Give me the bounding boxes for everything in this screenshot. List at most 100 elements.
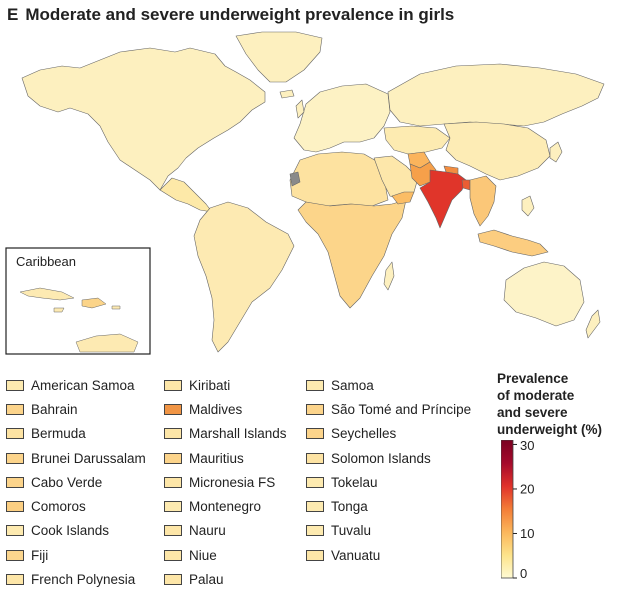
legend-item: Maldives — [164, 397, 287, 421]
legend-swatch — [164, 403, 182, 415]
region-central-america — [159, 177, 213, 213]
legend-label: Fiji — [31, 547, 49, 563]
inset-label: Caribbean — [16, 254, 76, 269]
region-western-sahara — [289, 171, 301, 187]
panel-letter: E — [7, 5, 19, 24]
legend-swatch — [6, 452, 24, 464]
legend-label: Samoa — [331, 377, 374, 393]
colorbar-tick-label: 10 — [520, 526, 534, 541]
legend-swatch — [306, 525, 324, 537]
legend-swatch — [164, 501, 182, 513]
colorbar-title-line: underweight (%) — [497, 422, 602, 437]
legend-label: Maldives — [189, 401, 243, 417]
legend-label: Tonga — [331, 499, 368, 515]
legend-item: Cabo Verde — [6, 470, 146, 494]
legend-item: Comoros — [6, 494, 146, 518]
figure-title: E Moderate and severe underweight prevale… — [7, 5, 454, 25]
legend-item: Seychelles — [306, 422, 471, 446]
legend-item: Cook Islands — [6, 519, 146, 543]
legend-item: Marshall Islands — [164, 422, 287, 446]
inset-puerto-rico — [111, 305, 121, 310]
region-japan — [549, 141, 563, 163]
legend-swatch — [6, 379, 24, 391]
region-indonesia — [477, 229, 549, 257]
legend-label: São Tomé and Príncipe — [331, 401, 472, 417]
legend-label: Bermuda — [31, 426, 86, 442]
legend-label: Comoros — [31, 499, 86, 515]
legend-item: Bermuda — [6, 422, 146, 446]
legend-label: Palau — [189, 572, 224, 588]
legend-label: Tuvalu — [331, 523, 372, 539]
legend-swatch — [6, 403, 24, 415]
island-legend-col-3: Samoa São Tomé and Príncipe Seychelles Solo… — [306, 373, 471, 567]
region-yemen — [391, 191, 415, 205]
legend-item: Nauru — [164, 519, 287, 543]
legend-item: Fiji — [6, 543, 146, 567]
legend-item: Montenegro — [164, 494, 287, 518]
legend-swatch — [306, 428, 324, 440]
region-uk — [295, 99, 305, 119]
legend-swatch — [306, 403, 324, 415]
region-greenland — [235, 31, 323, 83]
legend-item: French Polynesia — [6, 567, 146, 591]
legend-label: Tokelau — [331, 474, 378, 490]
region-central-asia — [383, 125, 451, 155]
region-madagascar — [383, 261, 395, 291]
region-china — [443, 121, 551, 181]
legend-swatch — [306, 452, 324, 464]
inset-south-america-coast — [75, 333, 139, 353]
colorbar-gradient — [501, 440, 514, 579]
island-legend-col-2: Kiribati Maldives Marshall Islands Mauritiu… — [164, 373, 287, 592]
legend-item: Tonga — [306, 494, 471, 518]
legend-swatch — [164, 452, 182, 464]
legend-item: Vanuatu — [306, 543, 471, 567]
colorbar-tick-label: 30 — [520, 440, 534, 453]
colorbar-tick-label: 0 — [520, 566, 527, 581]
region-new-zealand — [585, 309, 601, 339]
legend-swatch — [306, 501, 324, 513]
legend-swatch — [6, 574, 24, 586]
inset-hispaniola — [81, 297, 107, 309]
region-australia — [503, 261, 585, 327]
region-north-africa — [289, 151, 389, 207]
region-south-america — [193, 201, 295, 353]
legend-swatch — [164, 574, 182, 586]
world-map: Caribbean — [5, 31, 605, 355]
legend-swatch — [164, 379, 182, 391]
region-philippines — [521, 195, 535, 217]
legend-label: Kiribati — [189, 377, 231, 393]
legend-item: Solomon Islands — [306, 446, 471, 470]
island-legend-col-1: American Samoa Bahrain Bermuda Brunei Darus… — [6, 373, 146, 592]
caribbean-inset: Caribbean — [5, 247, 151, 355]
legend-label: Cabo Verde — [31, 474, 103, 490]
legend-swatch — [6, 428, 24, 440]
legend-swatch — [306, 379, 324, 391]
legend-label: Micronesia FS — [189, 474, 276, 490]
legend-item: Mauritius — [164, 446, 287, 470]
legend-label: American Samoa — [31, 377, 135, 393]
colorbar-title-line: Prevalence — [497, 371, 569, 386]
legend-swatch — [6, 549, 24, 561]
legend-label: Montenegro — [189, 499, 262, 515]
region-southeast-asia — [469, 175, 497, 227]
legend-item: Brunei Darussalam — [6, 446, 146, 470]
legend-label: Seychelles — [331, 426, 397, 442]
legend-swatch — [164, 428, 182, 440]
colorbar-title-line: and severe — [497, 405, 568, 420]
region-europe — [293, 83, 391, 153]
legend-swatch — [306, 549, 324, 561]
region-bangladesh — [461, 179, 471, 191]
legend-label: Marshall Islands — [189, 426, 287, 442]
legend-swatch — [6, 525, 24, 537]
legend-swatch — [164, 525, 182, 537]
legend-item: São Tomé and Príncipe — [306, 397, 471, 421]
legend-item: Palau — [164, 567, 287, 591]
colorbar-title: Prevalence of moderate and severe underw… — [497, 370, 602, 438]
legend-item: Kiribati — [164, 373, 287, 397]
legend-item: Niue — [164, 543, 287, 567]
legend-swatch — [306, 476, 324, 488]
legend-item: Samoa — [306, 373, 471, 397]
legend-item: Micronesia FS — [164, 470, 287, 494]
colorbar-tick-label: 20 — [520, 481, 534, 496]
legend-label: Solomon Islands — [331, 450, 431, 466]
